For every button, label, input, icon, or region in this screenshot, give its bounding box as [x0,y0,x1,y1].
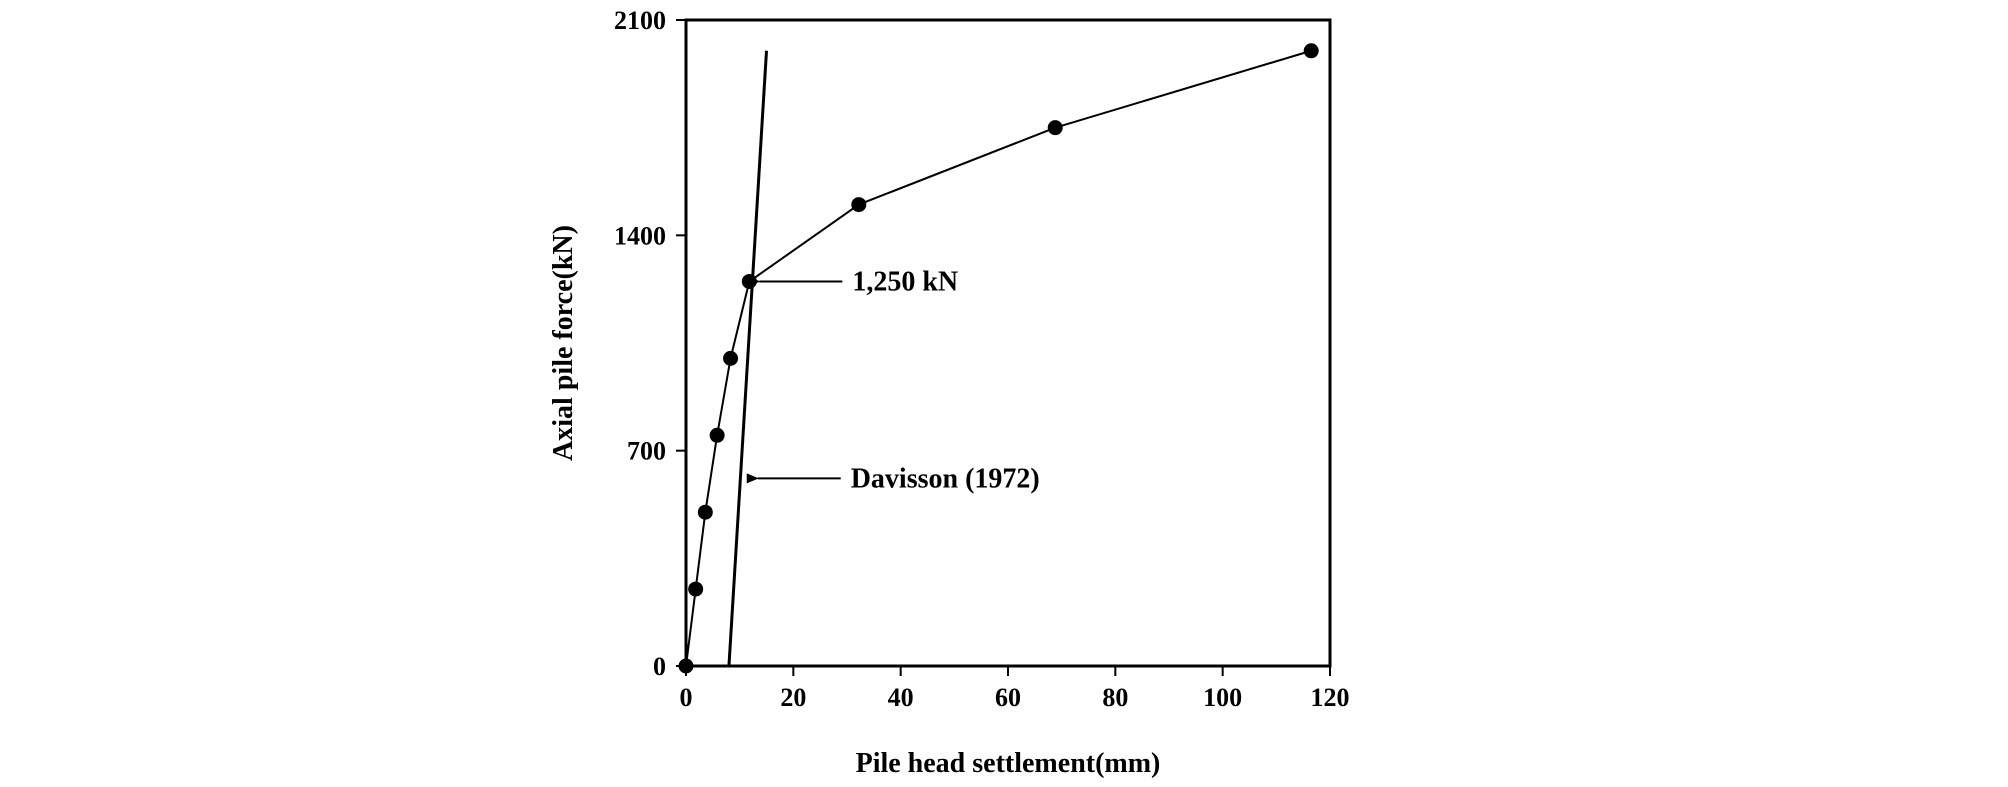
x-tick-label: 100 [1203,683,1242,712]
y-tick-label: 700 [627,437,666,466]
series-layer [678,43,1319,674]
data-point [688,581,704,597]
annotation-label: 1,250 kN [852,266,958,297]
y-tick-label: 1400 [614,221,666,250]
data-point [1047,120,1063,136]
data-point [741,273,757,289]
series-line [685,49,1312,667]
x-tick-label: 40 [888,683,914,712]
reference-line-layer [727,50,768,667]
y-tick-label: 0 [653,652,666,681]
plot-frame [684,18,1332,668]
data-point [678,658,694,674]
data-point [851,197,867,213]
x-tick-label: 20 [780,683,806,712]
y-axis-title: Axial pile force(kN) [548,225,579,461]
annotation-label: Davisson (1972) [851,463,1040,494]
y-tick-label: 2100 [614,6,666,35]
data-point [697,504,713,520]
x-tick-label: 60 [995,683,1021,712]
data-point [723,350,739,366]
davisson-line [727,50,768,667]
annotation-layer: 1,250 kN Davisson (1972) [746,266,1040,494]
x-tick-label: 0 [680,683,693,712]
data-point [1303,43,1319,59]
x-tick-label: 120 [1311,683,1350,712]
data-point [709,427,725,443]
y-axis-ticks: 0 700 1400 2100 [614,6,686,681]
x-axis-title: Pile head settlement(mm) [856,748,1161,779]
x-tick-label: 80 [1102,683,1128,712]
x-axis-ticks: 0 20 40 60 80 100 120 [680,666,1350,712]
